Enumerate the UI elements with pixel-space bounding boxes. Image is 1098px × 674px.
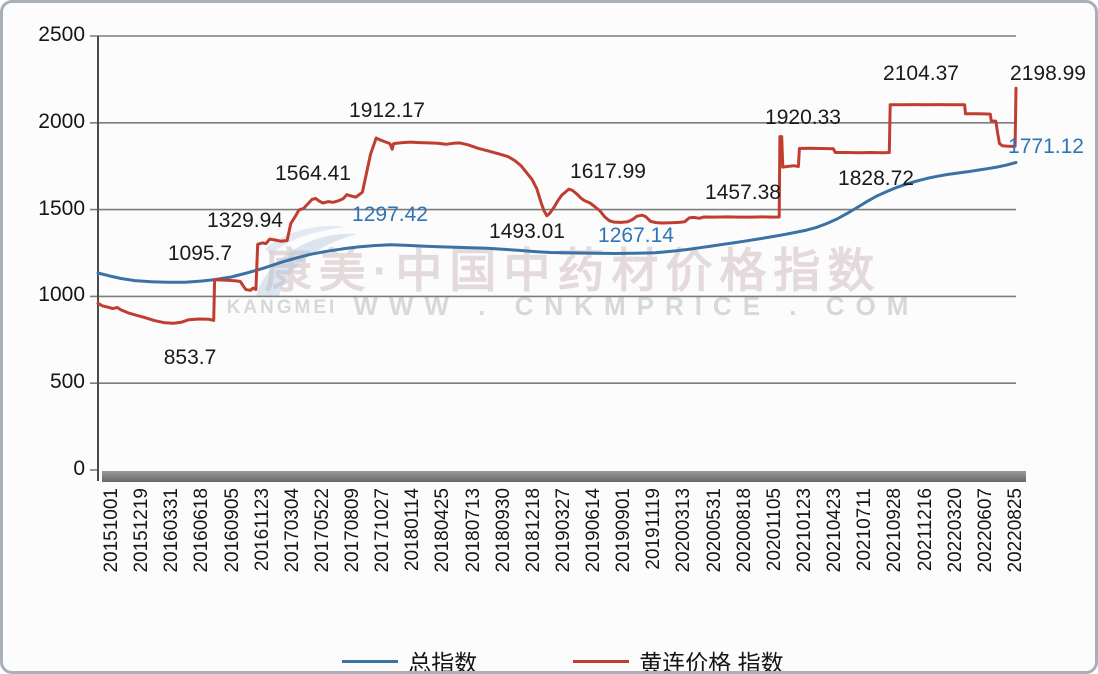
x-tick-label: 20210711 bbox=[854, 488, 876, 572]
x-tick-label: 20190327 bbox=[552, 488, 574, 573]
y-tick-label: 1000 bbox=[38, 283, 85, 307]
x-tick-label: 20200313 bbox=[673, 488, 695, 573]
x-tick-label: 20160618 bbox=[191, 488, 213, 573]
x-tick-label: 20210123 bbox=[793, 488, 815, 573]
series-line-total-index bbox=[96, 161, 1018, 284]
x-tick-label: 20180930 bbox=[492, 488, 514, 573]
legend-item-total-index: 总指数 bbox=[342, 644, 478, 674]
x-tick-label: 20180114 bbox=[402, 488, 424, 572]
data-label-1617.99: 1617.99 bbox=[570, 160, 646, 183]
legend-label-huanglian-index: 黄连价格 指数 bbox=[639, 650, 784, 674]
data-label-1297.42: 1297.42 bbox=[352, 203, 428, 226]
x-tick-label: 20170522 bbox=[311, 488, 333, 573]
x-tick-label: 20200818 bbox=[733, 488, 755, 573]
data-label-1095.7: 1095.7 bbox=[167, 242, 233, 265]
data-label-2104.37: 2104.37 bbox=[883, 62, 959, 85]
data-label-1267.14: 1267.14 bbox=[598, 224, 674, 247]
data-label-1920.33: 1920.33 bbox=[765, 106, 841, 129]
x-tick-label: 20151001 bbox=[101, 488, 122, 573]
x-tick-label: 20181218 bbox=[522, 488, 544, 573]
legend-label-total-index: 总指数 bbox=[408, 650, 478, 674]
data-label-1828.72: 1828.72 bbox=[838, 167, 914, 190]
x-tick-label: 20190901 bbox=[613, 488, 635, 573]
x-tick-label: 20210928 bbox=[884, 488, 906, 573]
legend-item-huanglian-index: 黄连价格 指数 bbox=[573, 644, 784, 674]
data-label-2198.99: 2198.99 bbox=[1010, 62, 1086, 85]
y-tick-label: 1500 bbox=[38, 196, 85, 220]
x-tick-label: 20171027 bbox=[372, 488, 394, 573]
x-tick-label: 20191119 bbox=[643, 488, 665, 570]
data-label-853.7: 853.7 bbox=[163, 346, 217, 369]
plot-area: 康美·中国中药材价格指数 KANGMEI WWW . CNKMPRICE . CO… bbox=[3, 3, 1095, 671]
x-tick-label: 20170809 bbox=[342, 488, 364, 573]
x-tick-label: 20200531 bbox=[703, 488, 725, 573]
data-label-1771.12: 1771.12 bbox=[1008, 135, 1084, 158]
x-tick-label: 20220607 bbox=[974, 488, 996, 573]
y-tick-label: 0 bbox=[73, 457, 85, 480]
x-tick-label: 20170304 bbox=[281, 488, 303, 573]
watermark-swoosh-icon bbox=[256, 233, 357, 297]
x-tick-label: 20160905 bbox=[221, 488, 243, 573]
y-tick-label: 500 bbox=[49, 370, 85, 394]
y-tick-label: 2500 bbox=[38, 23, 85, 46]
x-tick-label: 20201105 bbox=[763, 488, 785, 572]
data-label-1912.17: 1912.17 bbox=[349, 99, 425, 122]
x-axis-3d-bar bbox=[102, 471, 1026, 482]
x-tick-label: 20220320 bbox=[944, 488, 966, 573]
x-tick-label: 20220825 bbox=[1004, 488, 1026, 573]
x-tick-label: 20180713 bbox=[462, 488, 484, 573]
legend-line-huanglian-index bbox=[573, 659, 630, 663]
chart-canvas bbox=[90, 35, 1026, 482]
series-line-huanglian-index bbox=[96, 86, 1018, 325]
legend: 总指数 黄连价格 指数 bbox=[17, 644, 1095, 674]
data-label-1564.41: 1564.41 bbox=[275, 162, 351, 185]
x-tick-label: 20211216 bbox=[914, 488, 936, 572]
legend-line-total-index bbox=[342, 659, 399, 663]
x-tick-label: 20180425 bbox=[432, 488, 454, 573]
x-tick-label: 20190614 bbox=[583, 488, 605, 573]
y-tick-label: 2000 bbox=[38, 109, 85, 133]
data-label-1493.01: 1493.01 bbox=[489, 220, 565, 243]
x-tick-label: 20161123 bbox=[251, 488, 273, 572]
x-tick-label: 20151219 bbox=[131, 488, 153, 573]
data-label-1457.38: 1457.38 bbox=[705, 181, 781, 204]
x-tick-label: 20210423 bbox=[824, 488, 846, 573]
data-label-1329.94: 1329.94 bbox=[207, 209, 283, 232]
x-tick-label: 20160331 bbox=[161, 488, 183, 573]
